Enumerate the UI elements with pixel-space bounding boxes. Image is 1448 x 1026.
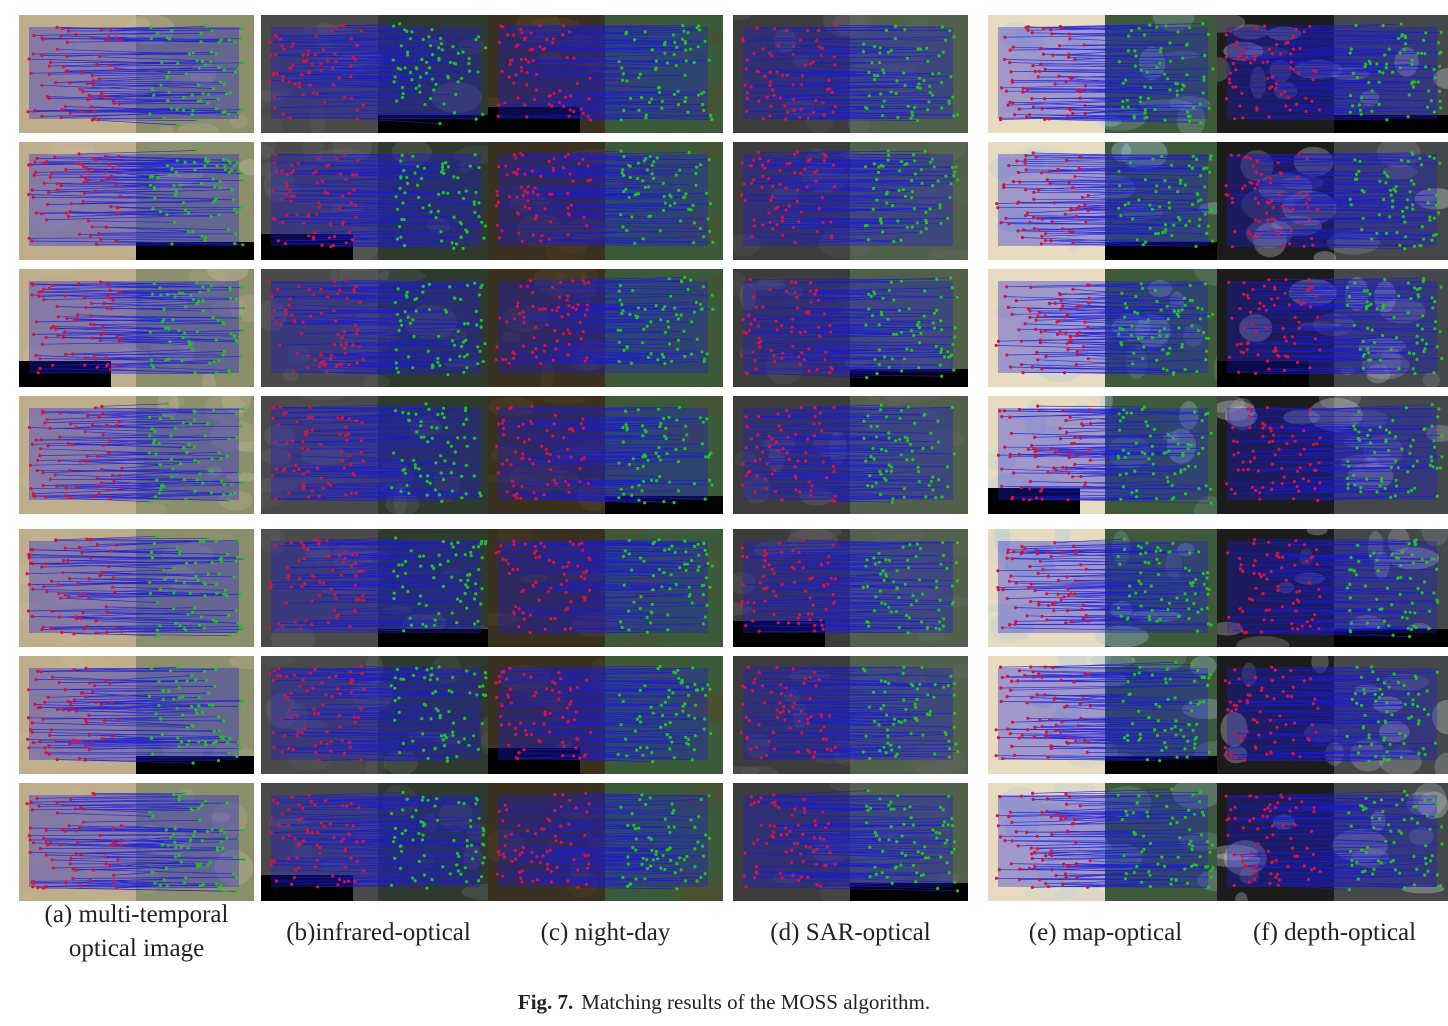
- match-image-a-6: [19, 656, 254, 774]
- match-image-f-3: [1217, 269, 1448, 387]
- match-image-c-4: [488, 396, 723, 514]
- match-image-b-7: [261, 783, 496, 901]
- match-image-e-2: [988, 142, 1223, 260]
- match-image-f-1: [1217, 15, 1448, 133]
- match-image-d-1: [733, 15, 968, 133]
- column-label-e-line-1: (e) map-optical: [1028, 919, 1183, 946]
- match-image-c-2: [488, 142, 723, 260]
- match-image-b-6: [261, 656, 496, 774]
- match-image-f-2: [1217, 142, 1448, 260]
- match-image-a-2: [19, 142, 254, 260]
- column-label-a-line-1: (a) multi-temporal: [44, 901, 229, 928]
- match-image-a-1: [19, 15, 254, 133]
- match-image-e-4: [988, 396, 1223, 514]
- match-image-e-5: [988, 529, 1223, 647]
- match-image-a-7: [19, 783, 254, 901]
- column-label-e: (e) map-optical: [988, 916, 1223, 950]
- figure-caption: Fig. 7. Matching results of the MOSS algo…: [0, 990, 1448, 1015]
- match-image-d-3: [733, 269, 968, 387]
- match-image-b-1: [261, 15, 496, 133]
- match-image-e-1: [988, 15, 1223, 133]
- match-image-c-7: [488, 783, 723, 901]
- column-label-f-line-1: (f) depth-optical: [1252, 919, 1417, 946]
- match-image-f-7: [1217, 783, 1448, 901]
- match-image-a-3: [19, 269, 254, 387]
- match-image-d-2: [733, 142, 968, 260]
- column-label-c-line-1: (c) night-day: [540, 919, 671, 946]
- column-label-d: (d) SAR-optical: [733, 916, 968, 950]
- column-label-f: (f) depth-optical: [1217, 916, 1448, 950]
- column-label-a: (a) multi-temporal optical image: [19, 898, 254, 966]
- figure-number: Fig. 7.: [517, 990, 574, 1014]
- match-image-f-5: [1217, 529, 1448, 647]
- match-image-a-4: [19, 396, 254, 514]
- match-image-d-4: [733, 396, 968, 514]
- match-image-b-4: [261, 396, 496, 514]
- column-label-b-line-1: (b)infrared-optical: [286, 919, 471, 946]
- match-image-b-2: [261, 142, 496, 260]
- match-image-f-4: [1217, 396, 1448, 514]
- column-label-a-line-2: optical image: [68, 935, 205, 962]
- match-image-c-6: [488, 656, 723, 774]
- match-image-d-7: [733, 783, 968, 901]
- figure-caption-text: Matching results of the MOSS algorithm.: [581, 990, 931, 1014]
- column-label-d-line-1: (d) SAR-optical: [770, 919, 931, 946]
- match-image-d-5: [733, 529, 968, 647]
- match-image-b-5: [261, 529, 496, 647]
- match-image-e-6: [988, 656, 1223, 774]
- match-image-b-3: [261, 269, 496, 387]
- match-image-c-1: [488, 15, 723, 133]
- match-image-f-6: [1217, 656, 1448, 774]
- match-image-c-5: [488, 529, 723, 647]
- column-label-b: (b)infrared-optical: [261, 916, 496, 950]
- match-image-e-7: [988, 783, 1223, 901]
- match-image-c-3: [488, 269, 723, 387]
- match-image-a-5: [19, 529, 254, 647]
- match-image-e-3: [988, 269, 1223, 387]
- match-image-d-6: [733, 656, 968, 774]
- column-label-c: (c) night-day: [488, 916, 723, 950]
